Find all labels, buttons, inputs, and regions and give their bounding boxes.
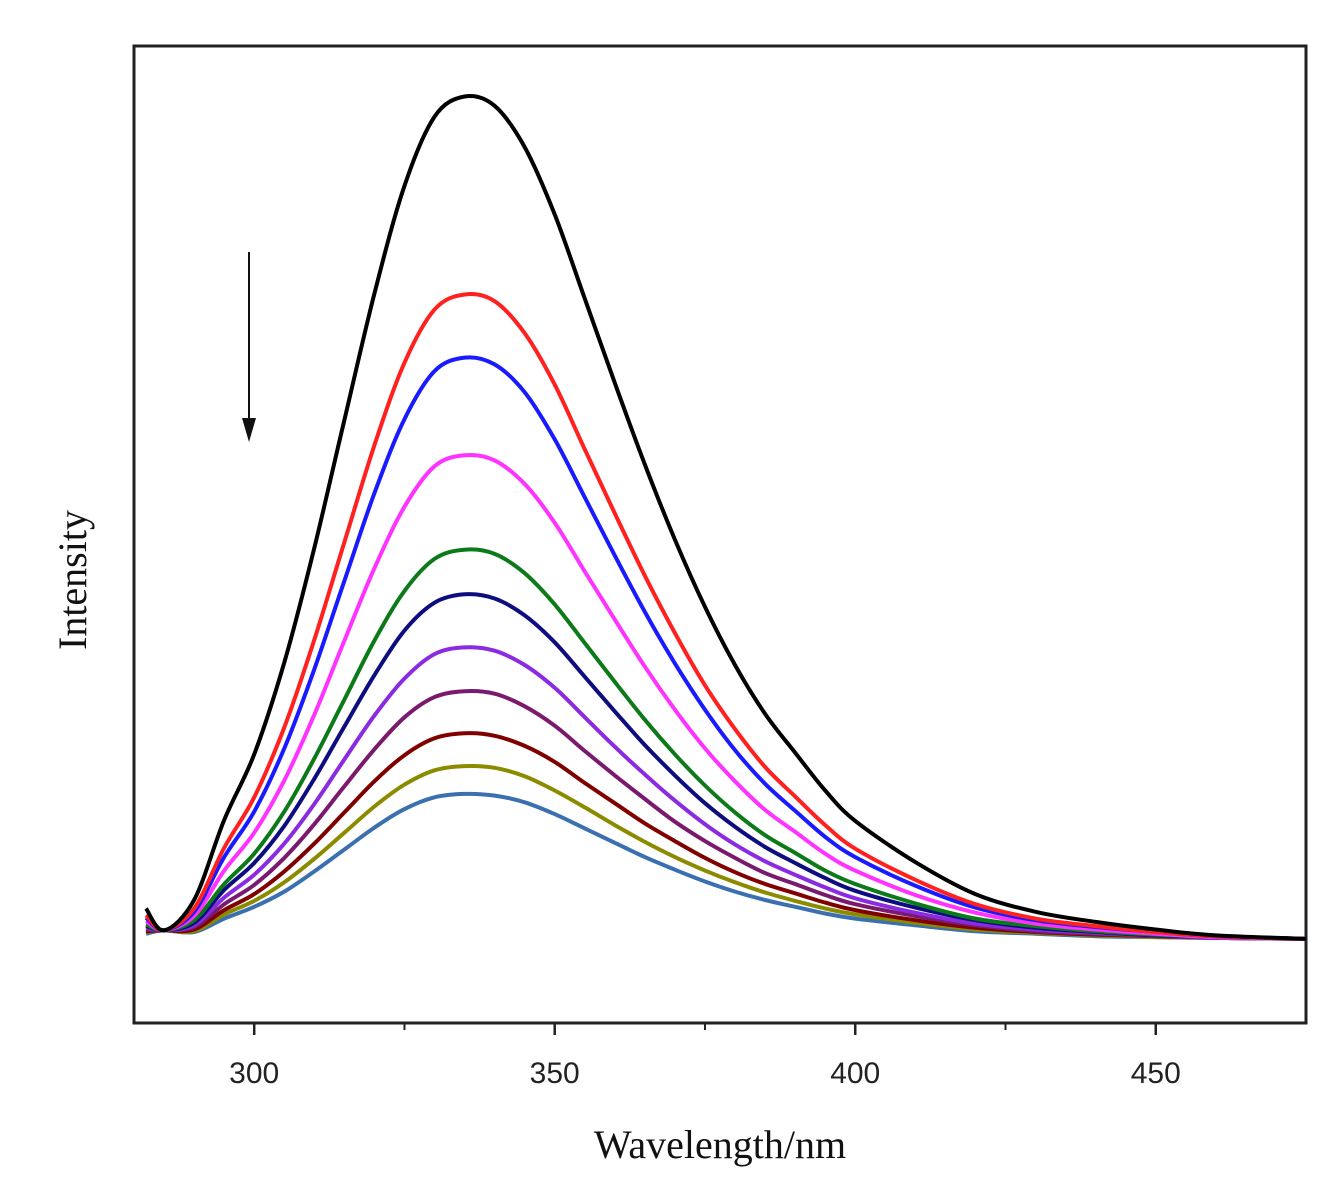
series-layer [144, 94, 1307, 941]
x-tick-label: 450 [1131, 1057, 1181, 1090]
series-line-1 [144, 94, 1307, 941]
x-tick-label: 400 [830, 1057, 880, 1090]
arrow-head [242, 418, 256, 442]
series-line-5 [145, 547, 1307, 941]
x-tick-label: 350 [530, 1057, 580, 1090]
tick-layer: 300 350 400 450 [229, 1023, 1181, 1090]
series-line-9 [145, 731, 1307, 941]
series-line-8 [145, 688, 1307, 941]
series-line-4 [144, 453, 1307, 941]
series-line-7 [145, 645, 1307, 941]
x-tick-label: 300 [229, 1057, 279, 1090]
plot-frame [132, 44, 1308, 1025]
x-axis-label: Wavelength/nm [594, 1122, 846, 1167]
annotation-arrow [242, 252, 256, 442]
series-line-3 [144, 355, 1307, 941]
y-axis-label: Intensity [50, 510, 95, 650]
series-line-2 [144, 292, 1307, 941]
